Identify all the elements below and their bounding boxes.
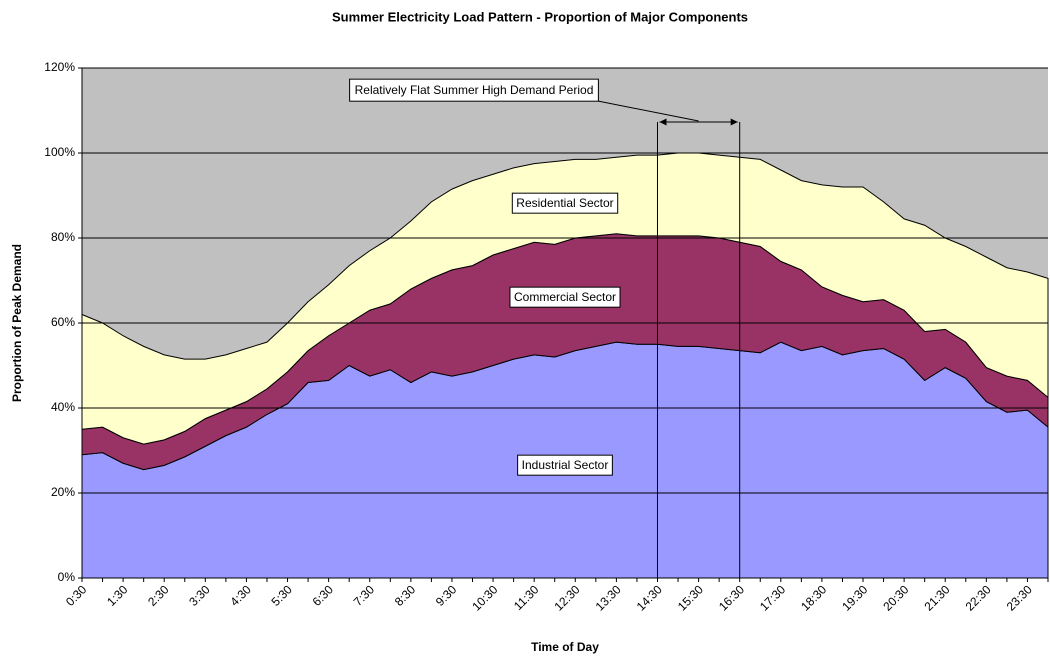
y-tick-label: 60% [51,315,75,329]
annotation-box [349,78,599,102]
series-label-text: Industrial Sector [522,458,609,472]
label-box [511,192,619,214]
annotation: Relatively Flat Summer High Demand Perio… [349,78,599,102]
annotation-text: Relatively Flat Summer High Demand Perio… [355,83,594,97]
x-tick-label: 16:30 [716,582,747,613]
y-tick-label: 80% [51,230,75,244]
series-label: Commercial Sector [509,286,621,308]
x-tick-label: 10:30 [469,582,500,613]
x-tick-label: 12:30 [552,582,583,613]
x-tick-label: 7:30 [351,582,378,609]
x-tick-label: 2:30 [145,582,172,609]
x-tick-label: 3:30 [186,582,213,609]
x-tick-label: 14:30 [634,582,665,613]
y-axis-label: Proportion of Peak Demand [10,244,24,402]
x-tick-label: 17:30 [757,582,788,613]
x-tick-label: 22:30 [963,582,994,613]
annotation-pointer [598,100,699,122]
x-tick-label: 18:30 [798,582,829,613]
x-tick-label: 9:30 [433,582,460,609]
x-tick-label: 0:30 [63,582,90,609]
x-tick-label: 4:30 [227,582,254,609]
x-axis-label: Time of Day [531,640,599,654]
x-tick-label: 8:30 [392,582,419,609]
area [81,152,1049,445]
y-tick-label: 20% [51,485,75,499]
x-tick-label: 11:30 [511,582,542,613]
series-label: Industrial Sector [517,454,613,476]
series-label-text: Residential Sector [516,196,613,210]
y-tick-label: 100% [44,145,75,159]
label-box [509,286,621,308]
y-tick-label: 120% [44,60,75,74]
x-tick-label: 23:30 [1004,582,1035,613]
series-label: Residential Sector [511,192,619,214]
x-tick-label: 6:30 [310,582,337,609]
y-tick-label: 0% [58,570,76,584]
x-tick-label: 13:30 [593,582,624,613]
x-tick-label: 1:30 [104,582,131,609]
y-tick-label: 40% [51,400,75,414]
label-box [517,454,613,476]
x-tick-label: 21:30 [921,582,952,613]
x-tick-label: 5:30 [268,582,295,609]
x-tick-label: 15:30 [675,582,706,613]
x-tick-label: 20:30 [880,582,911,613]
x-tick-label: 19:30 [839,582,870,613]
chart-title: Summer Electricity Load Pattern - Propor… [332,9,748,24]
series-label-text: Commercial Sector [514,290,616,304]
